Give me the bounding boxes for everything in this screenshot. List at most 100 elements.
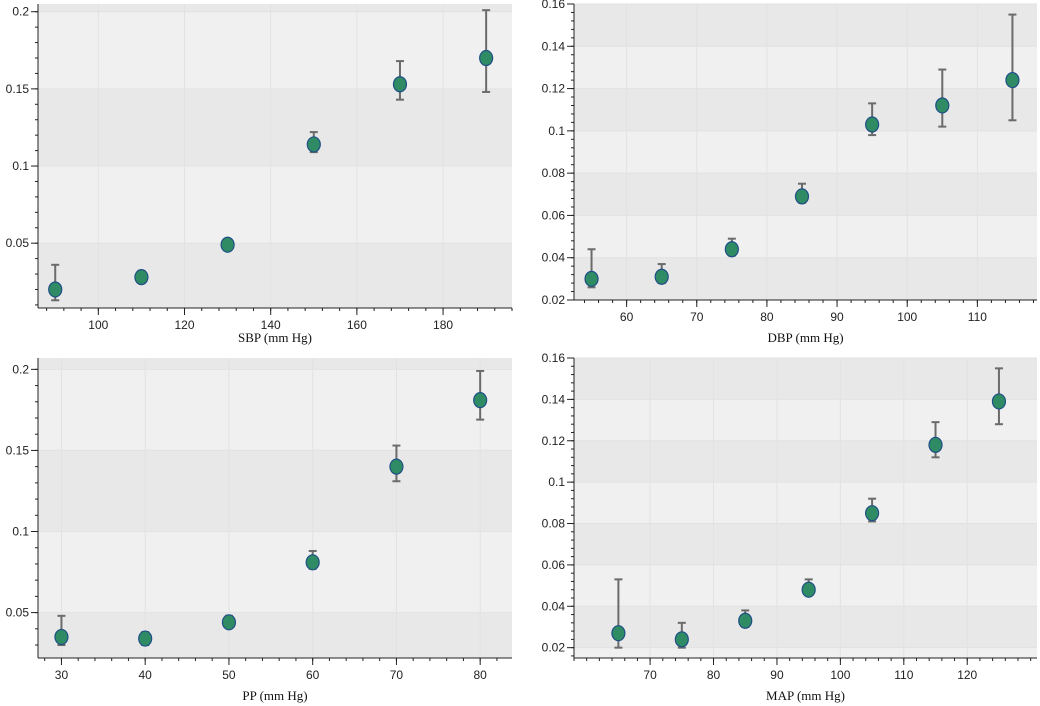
x-tick-label: 80: [473, 668, 487, 682]
data-point: [794, 188, 810, 205]
y-tick-label: 0.04: [542, 599, 566, 613]
x-tick-label: 90: [830, 310, 844, 324]
data-point-group: [392, 60, 408, 101]
x-axis-label-sbp: SBP (mm Hg): [238, 330, 312, 345]
data-point-group: [801, 578, 816, 598]
y-tick-label: 0.14: [542, 39, 566, 53]
x-tick-label: 60: [306, 668, 320, 682]
grid-band: [574, 257, 1037, 300]
data-point: [134, 269, 149, 286]
data-point: [738, 612, 753, 629]
data-point: [138, 630, 153, 647]
x-tick-label: 50: [222, 668, 236, 682]
x-axis-label-pp: PP (mm Hg): [242, 688, 307, 703]
data-point: [1005, 72, 1020, 89]
y-tick-label: 0.2: [12, 5, 29, 19]
data-point-group: [864, 497, 880, 523]
x-tick-label: 100: [88, 318, 108, 332]
grid-band: [38, 88, 512, 167]
data-point: [724, 241, 739, 258]
y-tick-label: 0.08: [542, 166, 566, 180]
plot-background: [574, 4, 1037, 300]
data-point-group: [584, 248, 599, 289]
y-tick-label: 0.14: [542, 392, 566, 406]
grid-band: [574, 606, 1037, 648]
x-tick-label: 100: [830, 668, 850, 682]
chart-sbp: 0.05 0.1 0.15 0.2 100 120 140 160 180 SBP (mm Hg…: [6, 4, 513, 345]
data-point: [392, 76, 408, 93]
grid-band: [574, 4, 1037, 47]
x-tick-label: 60: [620, 310, 634, 324]
data-point: [389, 458, 404, 475]
y-tick-label: 0.1: [548, 475, 565, 489]
grid-band: [38, 450, 512, 532]
y-tick-label: 0.1: [548, 124, 565, 138]
grid-band: [38, 612, 512, 658]
data-point-group: [1005, 13, 1020, 122]
data-point: [479, 49, 494, 67]
data-point-group: [306, 131, 321, 154]
data-point-group: [479, 9, 494, 93]
x-tick-label: 70: [390, 668, 404, 682]
x-axis-label-map: MAP (mm Hg): [766, 688, 845, 703]
y-tick-label: 0.15: [6, 443, 30, 457]
data-point: [991, 393, 1007, 410]
data-point: [54, 628, 69, 646]
y-tick-label: 0.12: [542, 82, 566, 96]
grid-band: [574, 358, 1037, 400]
data-point-group: [305, 549, 320, 571]
x-tick-label: 80: [760, 310, 774, 324]
x-tick-label: 70: [690, 310, 704, 324]
data-point-group: [654, 263, 669, 285]
data-point-group: [389, 444, 404, 483]
data-point: [305, 554, 320, 571]
chart-pp: 0.05 0.1 0.15 0.2 30 40 50 60 70 80 PP (mm Hg): [6, 358, 512, 703]
grid-band: [574, 88, 1037, 131]
data-point-group: [674, 621, 689, 649]
data-point: [48, 281, 63, 298]
data-point: [611, 625, 626, 642]
data-point: [473, 392, 488, 409]
x-tick-label: 160: [347, 318, 367, 332]
y-tick-label: 0.05: [6, 236, 30, 250]
y-tick-label: 0.16: [542, 0, 566, 11]
data-point: [220, 236, 235, 253]
y-tick-label: 0.15: [6, 82, 30, 96]
data-point-group: [134, 269, 149, 286]
y-tick-label: 0.2: [12, 362, 29, 376]
data-point: [801, 581, 816, 598]
data-point-group: [991, 367, 1007, 426]
x-tick-label: 40: [139, 668, 153, 682]
x-tick-label: 120: [174, 318, 194, 332]
data-point-group: [54, 614, 69, 647]
y-tick-label: 0.1: [12, 159, 29, 173]
data-point-group: [473, 369, 488, 421]
x-axis-label-dbp: DBP (mm Hg): [767, 330, 843, 345]
data-point-group: [794, 182, 810, 205]
grid-band: [38, 358, 512, 370]
x-tick-label: 80: [707, 668, 721, 682]
y-tick-label: 0.04: [542, 251, 566, 265]
y-tick-label: 0.02: [542, 293, 566, 307]
data-point: [865, 116, 880, 133]
data-point: [306, 136, 321, 153]
y-tick-label: 0.06: [542, 558, 566, 572]
data-point: [654, 268, 669, 285]
x-tick-label: 110: [894, 668, 913, 682]
chart-dbp: 0.02 0.04 0.06 0.08 0.1 0.12 0.14 0.16 60 70 80 90 1…: [542, 0, 1037, 345]
data-point: [584, 270, 599, 287]
x-tick-label: 140: [261, 318, 281, 332]
data-point-group: [928, 421, 943, 459]
data-point-group: [220, 236, 235, 253]
data-point: [928, 436, 943, 453]
data-point-group: [48, 263, 63, 302]
data-point-group: [738, 609, 753, 629]
data-point: [935, 97, 950, 114]
chart-map: 0.02 0.04 0.06 0.08 0.1 0.12 0.14 0.16 70 80 90 100…: [542, 351, 1037, 703]
x-tick-label: 110: [968, 310, 987, 324]
y-tick-label: 0.1: [12, 525, 29, 539]
data-point-group: [724, 237, 739, 258]
data-point-group: [138, 630, 153, 647]
data-point: [674, 631, 689, 648]
x-tick-label: 120: [957, 668, 977, 682]
